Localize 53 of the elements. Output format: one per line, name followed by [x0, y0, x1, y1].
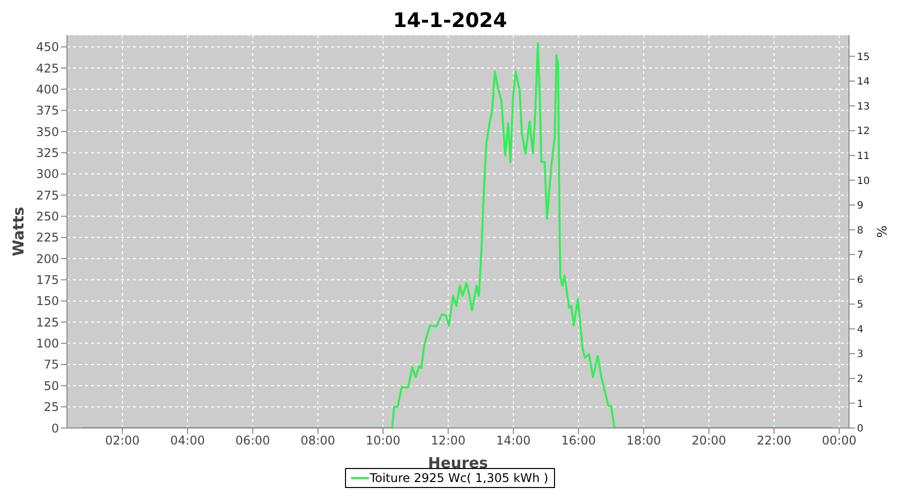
y-tick-label: 275 — [36, 188, 59, 202]
y-tick-label: 325 — [36, 146, 59, 160]
y2-tick-label: 0 — [857, 424, 864, 435]
y-tick-label: 50 — [44, 378, 59, 393]
x-tick-label: 14:00 — [496, 434, 531, 448]
legend-label: Toiture 2925 Wc( 1,305 kWh ) — [370, 471, 548, 485]
y-tick-label: 125 — [36, 315, 59, 330]
y2-tick-label: 1 — [857, 398, 864, 410]
x-tick-label: 02:00 — [105, 434, 140, 448]
x-tick-label: 20:00 — [692, 434, 726, 448]
y-tick-label: 75 — [44, 358, 59, 372]
y-tick-label: 175 — [36, 273, 59, 288]
line-series — [81, 42, 834, 428]
y-tick-label: 350 — [36, 124, 59, 139]
y2-tick-label: 13 — [857, 101, 870, 112]
x-tick-label: 12:00 — [430, 434, 466, 448]
y-tick-label: 25 — [44, 400, 59, 414]
y-axis-title: Watts — [9, 206, 28, 256]
chart-title: 14-1-2024 — [392, 8, 508, 32]
y2-tick-label: 2 — [857, 374, 864, 385]
x-tick-label: 00:00 — [822, 434, 857, 448]
x-tick-label: 18:00 — [626, 434, 662, 448]
y-tick-label: 200 — [36, 252, 59, 266]
y2-tick-label: 9 — [857, 200, 864, 212]
x-tick-label: 06:00 — [235, 434, 270, 448]
y-tick-label: 100 — [36, 336, 59, 351]
y-tick-label: 0 — [51, 421, 59, 436]
y2-tick-label: 6 — [857, 274, 864, 286]
y-tick-label: 250 — [36, 210, 59, 224]
y2-tick-label: 5 — [857, 300, 864, 311]
y-tick-label: 300 — [36, 167, 59, 182]
y2-tick-label: 10 — [857, 176, 870, 187]
y-tick-label: 375 — [36, 104, 59, 118]
y-tick-label: 425 — [36, 61, 59, 76]
y2-tick-label: 11 — [857, 150, 870, 162]
x-tick-label: 16:00 — [561, 434, 596, 448]
y2-tick-label: 4 — [857, 324, 864, 336]
y2-tick-label: 3 — [857, 349, 864, 360]
y2-tick-label: 8 — [857, 225, 864, 236]
y-tick-label: 225 — [36, 230, 59, 245]
y-tick-label: 150 — [36, 294, 59, 308]
x-tick-label: 08:00 — [300, 434, 336, 448]
x-tick-label: 04:00 — [170, 434, 205, 448]
y2-tick-label: 7 — [857, 250, 864, 262]
x-tick-label: 10:00 — [366, 434, 400, 448]
x-tick-label: 22:00 — [756, 434, 792, 448]
y2-tick-label: 12 — [857, 126, 870, 138]
x-axis-title: Heures — [428, 454, 488, 472]
y-tick-label: 450 — [36, 40, 59, 54]
y2-tick-label: 14 — [857, 76, 870, 88]
y-tick-label: 400 — [36, 82, 59, 96]
y2-axis-title: % — [876, 225, 891, 238]
y2-tick-label: 15 — [857, 52, 870, 63]
